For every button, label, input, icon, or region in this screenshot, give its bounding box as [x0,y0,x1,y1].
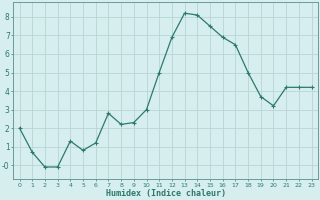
X-axis label: Humidex (Indice chaleur): Humidex (Indice chaleur) [106,189,226,198]
